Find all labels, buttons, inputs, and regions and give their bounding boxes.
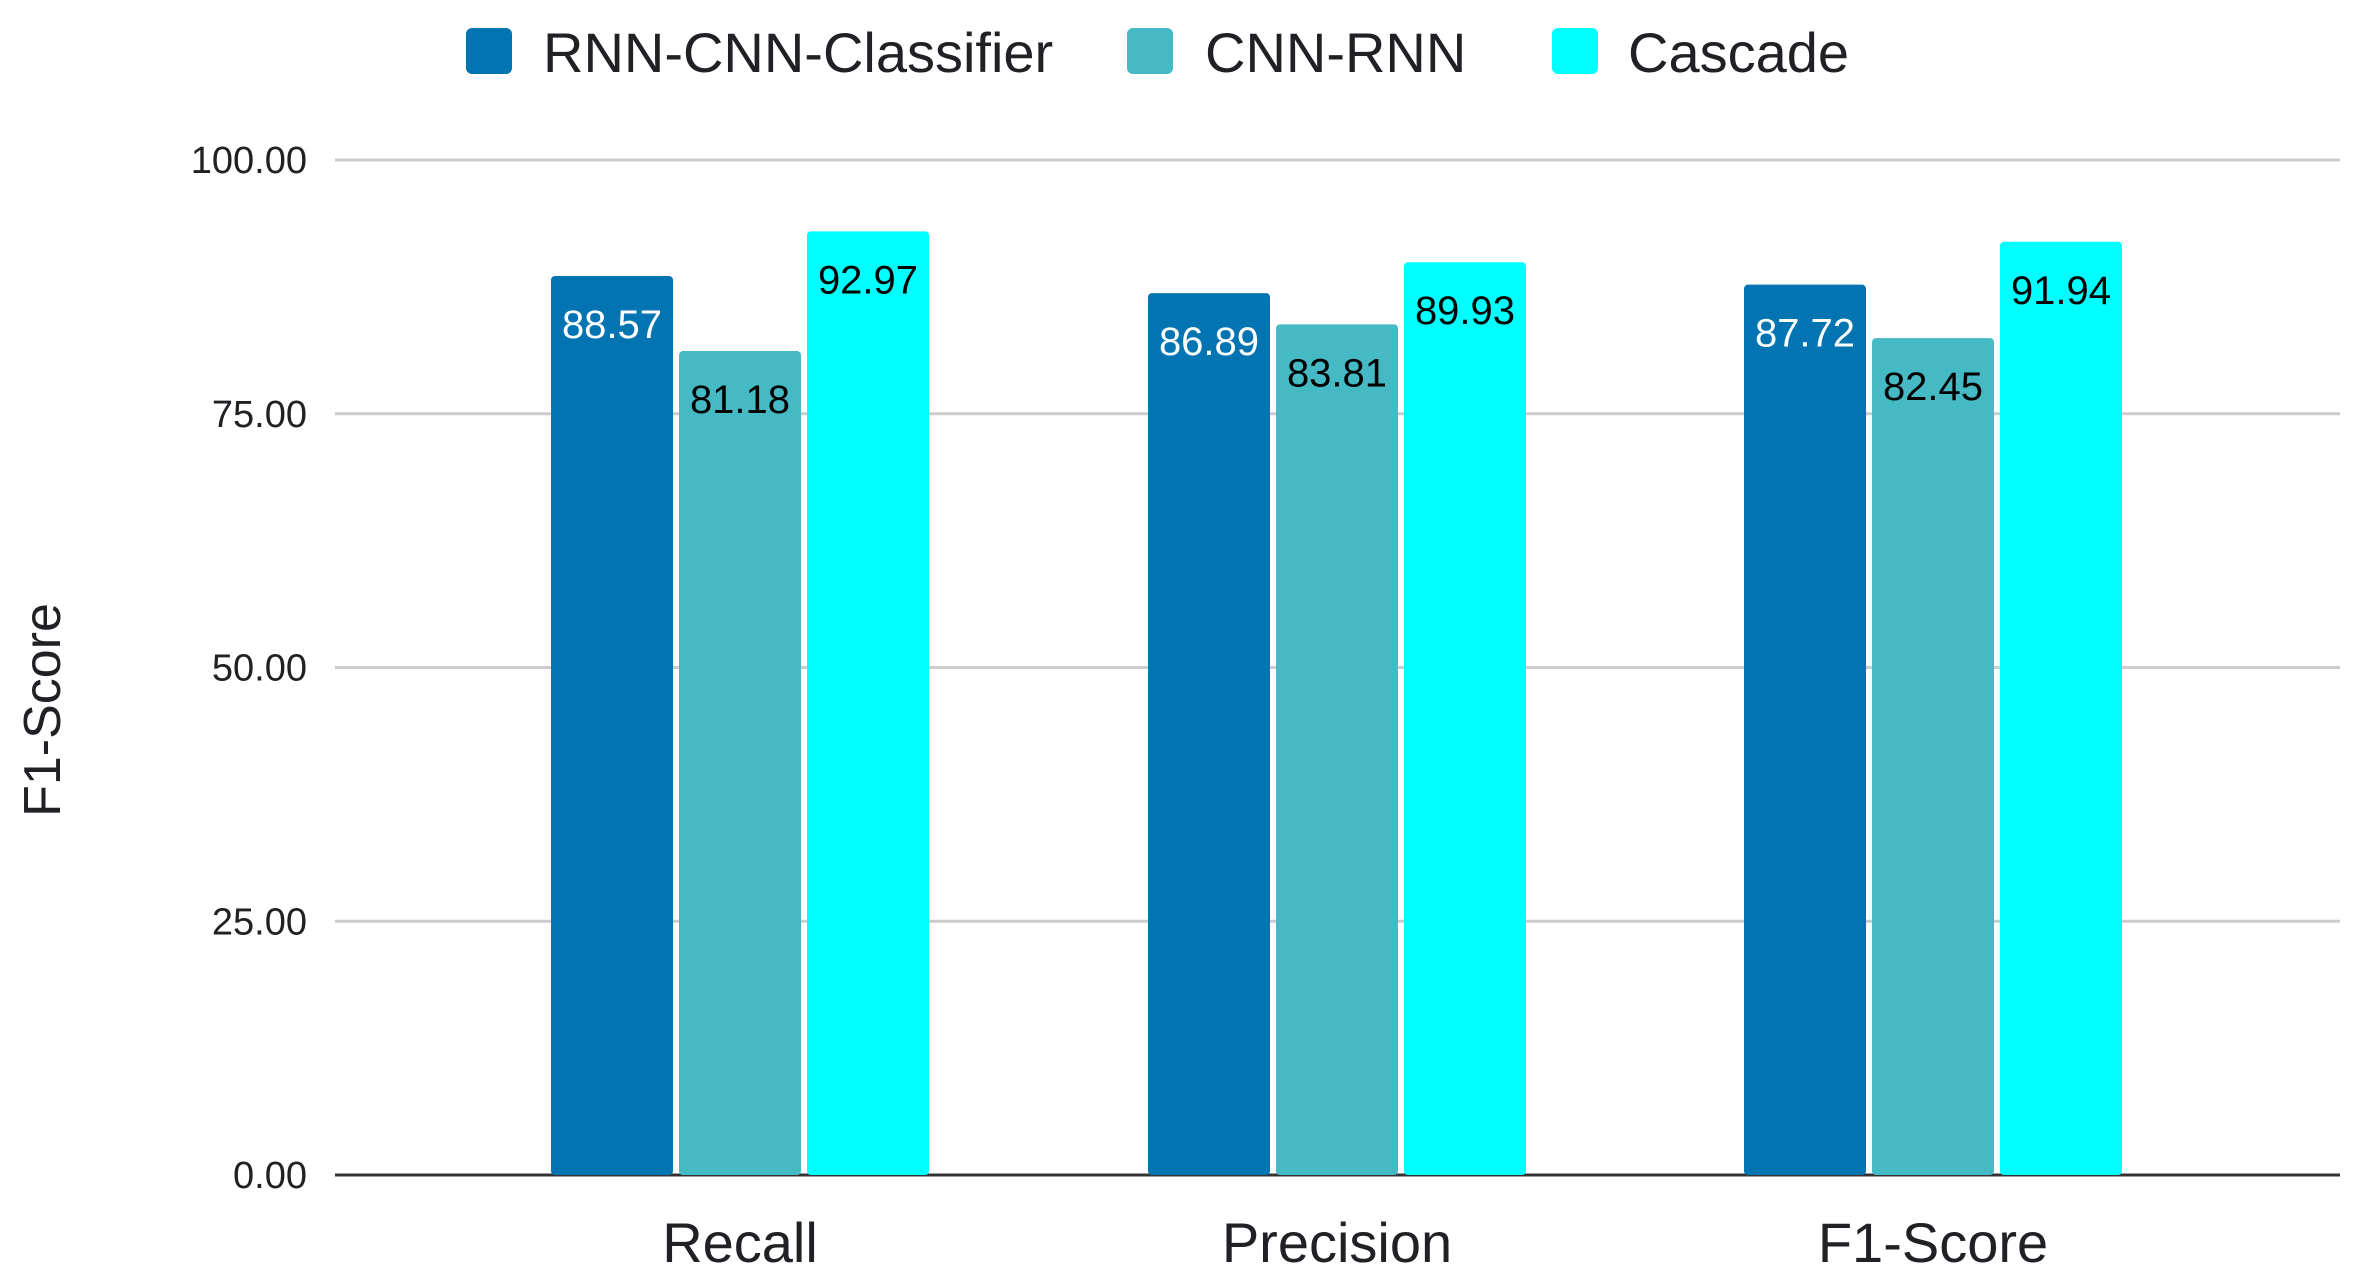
x-axis-categories: Recall Precision F1-Score bbox=[662, 1211, 2048, 1274]
x-category-label: Recall bbox=[662, 1211, 818, 1274]
bar-cascade-f1-score bbox=[2000, 241, 2122, 1175]
data-label: 82.45 bbox=[1883, 365, 1983, 409]
data-label: 89.93 bbox=[1415, 289, 1515, 333]
bars bbox=[551, 231, 2122, 1176]
data-label: 91.94 bbox=[2011, 269, 2111, 313]
bar-rnn-cnn-classifier-recall bbox=[551, 276, 673, 1175]
bar-rnn-cnn-classifier-f1-score bbox=[1744, 284, 1866, 1176]
x-category-label: Precision bbox=[1222, 1211, 1452, 1274]
y-axis-label: F1-Score bbox=[14, 603, 72, 817]
bar-cnn-rnn-precision bbox=[1276, 324, 1398, 1175]
y-tick-label: 100.00 bbox=[191, 140, 307, 182]
data-label: 86.89 bbox=[1159, 320, 1259, 364]
y-tick-label: 0.00 bbox=[233, 1155, 307, 1197]
y-tick-label: 75.00 bbox=[212, 394, 307, 436]
legend-label: Cascade bbox=[1628, 21, 1849, 84]
legend-swatch bbox=[466, 28, 512, 74]
legend: RNN-CNN-Classifier CNN-RNN Cascade bbox=[466, 21, 1849, 84]
data-label: 83.81 bbox=[1287, 351, 1387, 395]
legend-label: RNN-CNN-Classifier bbox=[543, 21, 1053, 84]
bar-cnn-rnn-f1-score bbox=[1872, 338, 1994, 1175]
y-tick-label: 50.00 bbox=[212, 648, 307, 690]
data-label: 88.57 bbox=[562, 303, 662, 347]
data-label: 92.97 bbox=[818, 258, 918, 302]
x-category-label: F1-Score bbox=[1818, 1211, 2048, 1274]
data-label: 81.18 bbox=[690, 378, 790, 422]
bar-cnn-rnn-recall bbox=[679, 351, 801, 1175]
y-tick-label: 25.00 bbox=[212, 901, 307, 943]
bar-rnn-cnn-classifier-precision bbox=[1148, 293, 1270, 1175]
legend-swatch bbox=[1127, 28, 1173, 74]
data-label: 87.72 bbox=[1755, 312, 1855, 356]
bar-cascade-precision bbox=[1404, 262, 1526, 1175]
y-axis-ticks: 0.00 25.00 50.00 75.00 100.00 bbox=[191, 140, 307, 1197]
legend-label: CNN-RNN bbox=[1205, 21, 1466, 84]
legend-swatch bbox=[1552, 28, 1598, 74]
data-labels: 88.57 81.18 92.97 86.89 83.81 89.93 87.72 82.45… bbox=[562, 258, 2111, 422]
bar-cascade-recall bbox=[807, 231, 929, 1176]
